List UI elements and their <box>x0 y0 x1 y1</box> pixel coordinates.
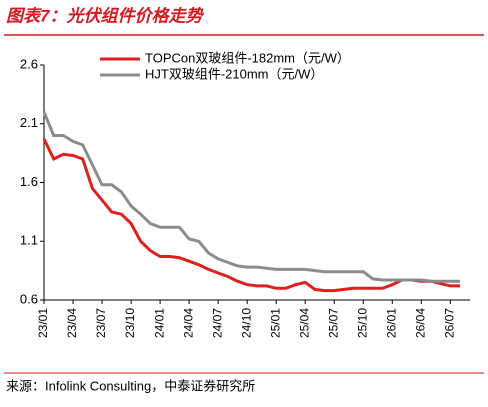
x-tick-label: 26/04 <box>413 308 427 338</box>
x-tick-label: 25/10 <box>355 308 369 338</box>
x-tick-label: 24/04 <box>181 308 195 338</box>
x-tick-label: 25/01 <box>268 308 282 338</box>
series-line <box>42 111 460 283</box>
series-line <box>42 138 460 293</box>
y-tick-label: 2.6 <box>20 56 38 71</box>
y-tick-label: 2.1 <box>20 115 38 130</box>
x-tick-label: 24/07 <box>210 308 224 338</box>
y-tick-label: 1.6 <box>20 174 38 189</box>
x-tick-label: 23/10 <box>123 308 137 338</box>
x-tick-label: 25/07 <box>326 308 340 338</box>
x-tick-label: 26/07 <box>442 308 456 338</box>
chart-title: 图表7：光伏组件价格走势 <box>6 6 204 25</box>
source: 来源：Infolink Consulting，中泰证券研究所 <box>6 378 255 393</box>
y-tick-label: 0.6 <box>20 291 38 306</box>
legend-label: HJT双玻组件-210mm（元/W） <box>145 66 323 81</box>
x-tick-label: 26/01 <box>384 308 398 338</box>
y-tick-label: 1.1 <box>20 233 38 248</box>
x-tick-label: 24/10 <box>239 308 253 338</box>
x-tick-label: 25/04 <box>297 308 311 338</box>
x-tick-label: 23/04 <box>65 308 79 338</box>
legend-label: TOPCon双玻组件-182mm（元/W） <box>145 50 350 65</box>
x-tick-label: 24/01 <box>152 308 166 338</box>
x-tick-label: 23/01 <box>36 308 50 338</box>
x-tick-label: 23/07 <box>94 308 108 338</box>
